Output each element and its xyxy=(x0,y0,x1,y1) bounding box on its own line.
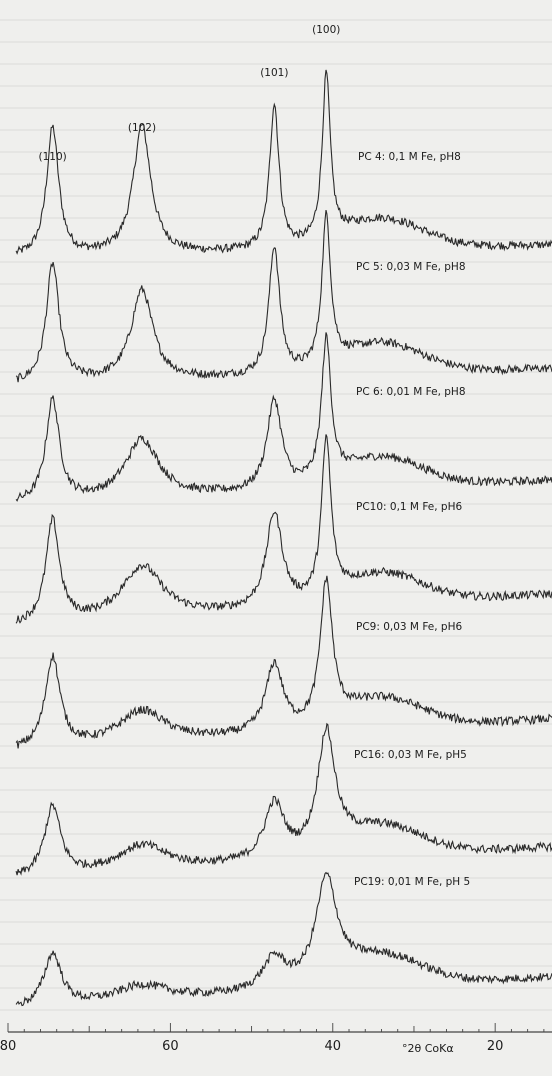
series-label: PC9: 0,03 M Fe, pH6 xyxy=(356,621,462,633)
chart-grid xyxy=(0,19,552,1011)
series-line xyxy=(15,332,552,502)
series-line xyxy=(15,575,552,749)
series-line xyxy=(15,434,552,624)
chart-traces xyxy=(15,69,552,1007)
peak-labels: (110) (102) (101) (100) xyxy=(39,24,341,163)
series-line xyxy=(15,722,552,876)
x-axis-label: °2θ CoKα xyxy=(402,1042,454,1055)
series-label: PC10: 0,1 M Fe, pH6 xyxy=(356,501,462,513)
series-line xyxy=(15,209,552,383)
series-label: PC16: 0,03 M Fe, pH5 xyxy=(354,749,467,761)
series-label: PC19: 0,01 M Fe, pH 5 xyxy=(354,876,470,888)
peak-label: (100) xyxy=(312,24,340,36)
series-line xyxy=(15,69,552,255)
peak-label: (110) xyxy=(39,151,67,163)
series-label: PC 5: 0,03 M Fe, pH8 xyxy=(356,261,466,273)
series-line xyxy=(15,871,552,1007)
peak-label: (101) xyxy=(260,67,288,79)
x-tick-label: 20 xyxy=(487,1039,504,1054)
x-tick-label: 60 xyxy=(162,1039,179,1054)
peak-label: (102) xyxy=(128,122,156,134)
x-tick-label: 80 xyxy=(0,1039,16,1054)
x-tick-label: 40 xyxy=(325,1039,342,1054)
series-label: PC 4: 0,1 M Fe, pH8 xyxy=(358,151,461,163)
x-axis-ticks: 80 60 40 20 xyxy=(0,1023,545,1054)
series-label: PC 6: 0,01 M Fe, pH8 xyxy=(356,386,466,398)
series-labels: PC 4: 0,1 M Fe, pH8 PC 5: 0,03 M Fe, pH8 P… xyxy=(354,151,470,888)
